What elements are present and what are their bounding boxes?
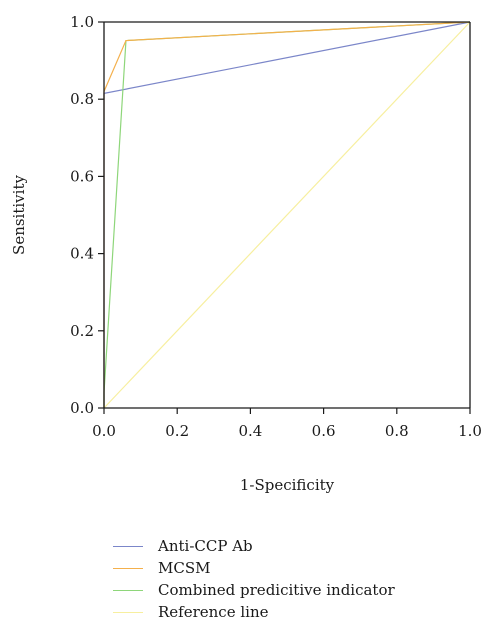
legend-item: Combined predicitive indicator (113, 579, 395, 601)
legend-item: Anti-CCP Ab (113, 535, 395, 557)
legend-item: Reference line (113, 601, 395, 623)
x-tick-label: 1.0 (458, 422, 482, 440)
legend-swatch (113, 545, 143, 547)
series-group (103, 21, 471, 409)
legend-label: MCSM (158, 559, 211, 577)
ticks-group: 0.0 0.2 0.4 0.6 0.8 1.0 0.0 0.2 0.4 0.6 0.8 1.0 (70, 13, 482, 440)
y-axis-title: Sensitivity (10, 175, 28, 255)
x-axis-title: 1-Specificity (240, 476, 335, 494)
y-tick-label: 0.4 (70, 245, 94, 263)
y-tick-label: 0.6 (70, 167, 94, 185)
legend-swatch (113, 567, 143, 569)
x-tick-label: 0.8 (385, 422, 409, 440)
x-tick-label: 0.6 (312, 422, 336, 440)
x-tick-label: 0.0 (92, 422, 116, 440)
y-tick-label: 0.2 (70, 322, 94, 340)
y-tick-label: 0.8 (70, 90, 94, 108)
axes (103, 21, 471, 409)
legend-item: MCSM (113, 557, 395, 579)
legend: Anti-CCP Ab MCSM Combined predicitive indi… (113, 535, 395, 623)
legend-label: Reference line (158, 603, 269, 621)
legend-swatch (113, 589, 143, 591)
roc-chart: 0.0 0.2 0.4 0.6 0.8 1.0 0.0 0.2 0.4 0.6 0.8 1.0 1-S… (10, 13, 482, 494)
y-tick-label: 1.0 (70, 13, 94, 31)
legend-label: Anti-CCP Ab (158, 537, 253, 555)
series-line-3 (103, 21, 471, 409)
x-tick-label: 0.2 (165, 422, 189, 440)
x-tick-label: 0.4 (238, 422, 262, 440)
y-tick-label: 0.0 (70, 399, 94, 417)
legend-label: Combined predicitive indicator (158, 581, 395, 599)
legend-swatch (113, 611, 143, 613)
